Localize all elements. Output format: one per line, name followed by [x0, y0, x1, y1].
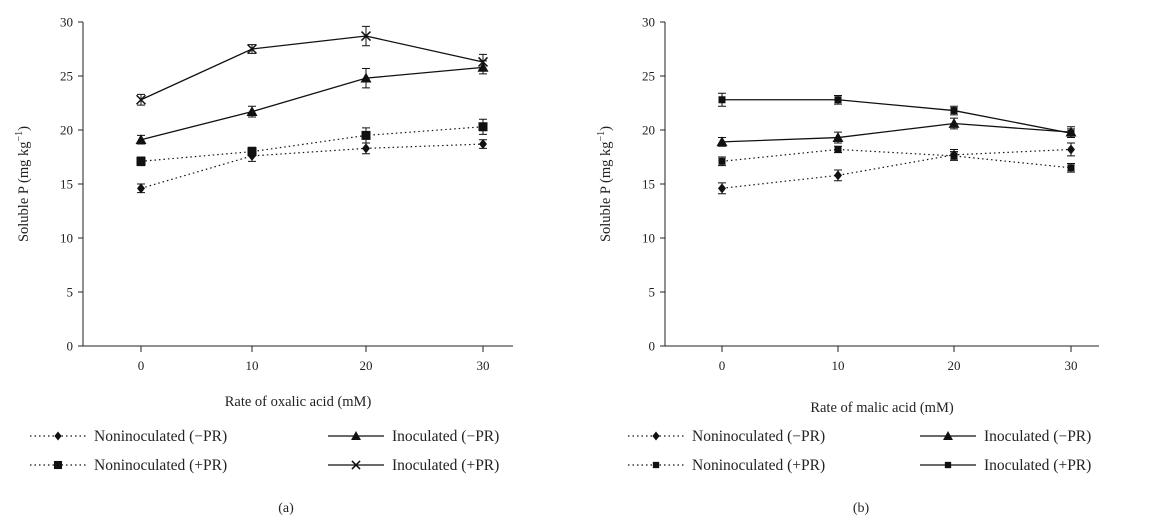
data-point: [948, 118, 960, 128]
legend-marker: [53, 460, 63, 470]
x-tick-label: 0: [138, 358, 145, 373]
legend-label: Inoculated (+PR): [984, 457, 1091, 474]
x-tick-label: 10: [246, 358, 259, 373]
legend-item-noninoculated-pr: Noninoculated (−PR): [628, 428, 825, 445]
y-tick-label: 0: [649, 339, 656, 354]
data-point: [360, 72, 372, 83]
series-inoculated-pr: [718, 92, 1075, 139]
y-tick-label: 15: [60, 177, 73, 192]
panel-label: (a): [278, 501, 294, 516]
y-tick-label: 20: [642, 123, 655, 138]
x-tick-label: 30: [477, 358, 490, 373]
series-noninoculated-pr: [718, 142, 1075, 195]
x-axis-title: Rate of oxalic acid (mM): [225, 394, 372, 410]
y-axis-title: Soluble P (mg kg−1): [14, 126, 32, 242]
panel-b: 0 5 10 15 20 25 30 0 10 20 30 Rate of malic acid (m…: [596, 15, 1099, 516]
x-tick-label: 30: [1065, 358, 1078, 373]
legend-marker: [351, 460, 361, 470]
series-line: [140, 143, 484, 189]
y-tick-label: 10: [60, 231, 73, 246]
data-point: [246, 43, 258, 55]
legend-marker: [54, 431, 62, 441]
series-inoculated-pr: [135, 25, 489, 106]
y-tick-label: 5: [67, 285, 74, 300]
series-line: [722, 99, 1072, 134]
legend-label: Noninoculated (−PR): [692, 428, 825, 445]
data-point: [832, 132, 844, 142]
series-noninoculated-pr: [718, 145, 1075, 173]
series-line: [721, 148, 1072, 189]
legend-marker: [944, 461, 952, 469]
y-tick-label: 30: [60, 15, 73, 30]
data-point: [136, 156, 146, 166]
data-point: [834, 96, 842, 104]
legend-item-inoculated-pr: Inoculated (−PR): [328, 428, 499, 445]
x-tick-label: 20: [360, 358, 373, 373]
data-point: [718, 157, 726, 165]
y-tick-label: 25: [60, 69, 73, 84]
legend-label: Noninoculated (−PR): [94, 428, 227, 445]
x-tick-label: 10: [832, 358, 845, 373]
data-point: [361, 130, 371, 140]
y-tick-label: 20: [60, 123, 73, 138]
y-tick-label: 30: [642, 15, 655, 30]
legend-item-noninoculated-pr: Noninoculated (+PR): [30, 457, 227, 474]
data-point: [718, 96, 726, 104]
legend-item-inoculated-pr: Inoculated (+PR): [920, 457, 1091, 474]
data-point: [716, 136, 728, 147]
panel-label: (b): [853, 501, 870, 516]
x-tick-label: 0: [719, 358, 726, 373]
data-point: [950, 107, 958, 115]
series-line: [721, 122, 1072, 143]
data-point: [834, 145, 842, 153]
data-point: [834, 170, 842, 181]
legend-label: Inoculated (+PR): [392, 457, 499, 474]
series-line: [140, 66, 484, 141]
data-point: [247, 147, 257, 157]
y-tick-label: 0: [67, 339, 74, 354]
data-point: [360, 31, 372, 42]
x-axis-title: Rate of malic acid (mM): [810, 400, 954, 416]
legend-label: Inoculated (−PR): [984, 428, 1091, 445]
data-point: [1067, 129, 1075, 137]
data-point: [479, 139, 487, 150]
data-point: [478, 122, 488, 132]
legend-item-noninoculated-pr: Noninoculated (−PR): [30, 428, 227, 445]
data-point: [135, 94, 147, 105]
legend-label: Noninoculated (+PR): [94, 457, 227, 474]
series-inoculated-pr: [716, 117, 1077, 147]
series-noninoculated-pr: [136, 118, 488, 167]
y-tick-label: 5: [649, 285, 656, 300]
data-point: [718, 183, 726, 194]
data-point: [950, 152, 958, 160]
series-inoculated-pr: [135, 60, 489, 145]
x-tick-label: 20: [948, 358, 961, 373]
data-point: [246, 106, 258, 117]
series-noninoculated-pr: [137, 139, 487, 194]
legend-label: Noninoculated (+PR): [692, 457, 825, 474]
legend-item-noninoculated-pr: Noninoculated (+PR): [628, 457, 825, 474]
panel-a: 0 5 10 15 20 25 30 0 10 20 30 Rate of oxalic acid (…: [14, 15, 513, 516]
data-point: [135, 134, 147, 145]
legend-item-inoculated-pr: Inoculated (+PR): [328, 457, 499, 474]
legend-marker: [943, 431, 953, 440]
y-tick-label: 10: [642, 231, 655, 246]
legend-marker: [652, 461, 660, 469]
data-point: [1067, 144, 1075, 155]
legend-item-inoculated-pr: Inoculated (−PR): [920, 428, 1091, 445]
y-tick-label: 25: [642, 69, 655, 84]
data-point: [477, 56, 489, 67]
legend-marker: [351, 431, 361, 440]
series-line: [140, 126, 484, 162]
series-line: [140, 35, 484, 101]
legend-label: Inoculated (−PR): [392, 428, 499, 445]
legend-marker: [652, 431, 660, 441]
data-point: [137, 183, 145, 194]
data-point: [362, 143, 370, 154]
y-axis-title: Soluble P (mg kg−1): [596, 126, 614, 242]
y-tick-label: 15: [642, 177, 655, 192]
data-point: [1067, 164, 1075, 172]
